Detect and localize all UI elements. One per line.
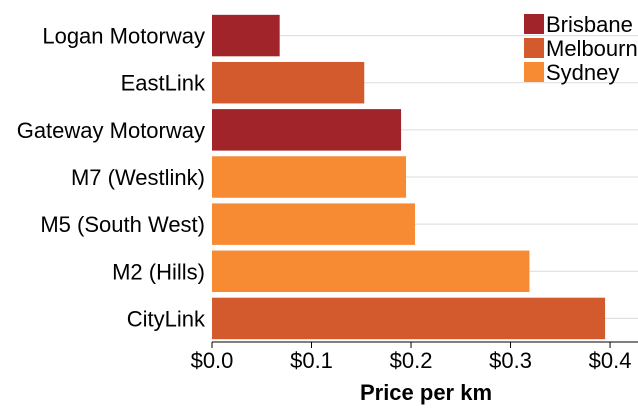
bar [212, 297, 606, 340]
category-label: Gateway Motorway [17, 118, 205, 143]
x-tick-label: $0.0 [191, 348, 234, 373]
bar [212, 156, 407, 198]
category-label: M7 (Westlink) [71, 165, 205, 190]
bar [212, 109, 402, 151]
x-tick-label: $0.1 [290, 348, 333, 373]
category-label: Logan Motorway [42, 24, 205, 49]
legend-label: Brisbane [546, 12, 633, 37]
bar [212, 14, 280, 57]
legend-swatch [524, 38, 544, 58]
category-label: EastLink [121, 71, 206, 96]
x-tick-label: $0.3 [489, 348, 532, 373]
x-axis-title: Price per km [360, 380, 492, 405]
bar [212, 250, 530, 293]
category-label: M5 (South West) [40, 212, 205, 237]
bar [212, 61, 365, 104]
legend-label: Sydney [546, 60, 619, 85]
bar [212, 203, 416, 245]
x-tick-label: $0.4 [589, 348, 632, 373]
category-label: CityLink [127, 306, 206, 331]
legend-label: Melbourne [546, 36, 638, 61]
category-label: M2 (Hills) [112, 259, 205, 284]
legend-swatch [524, 62, 544, 82]
legend-swatch [524, 14, 544, 34]
x-tick-label: $0.2 [390, 348, 433, 373]
